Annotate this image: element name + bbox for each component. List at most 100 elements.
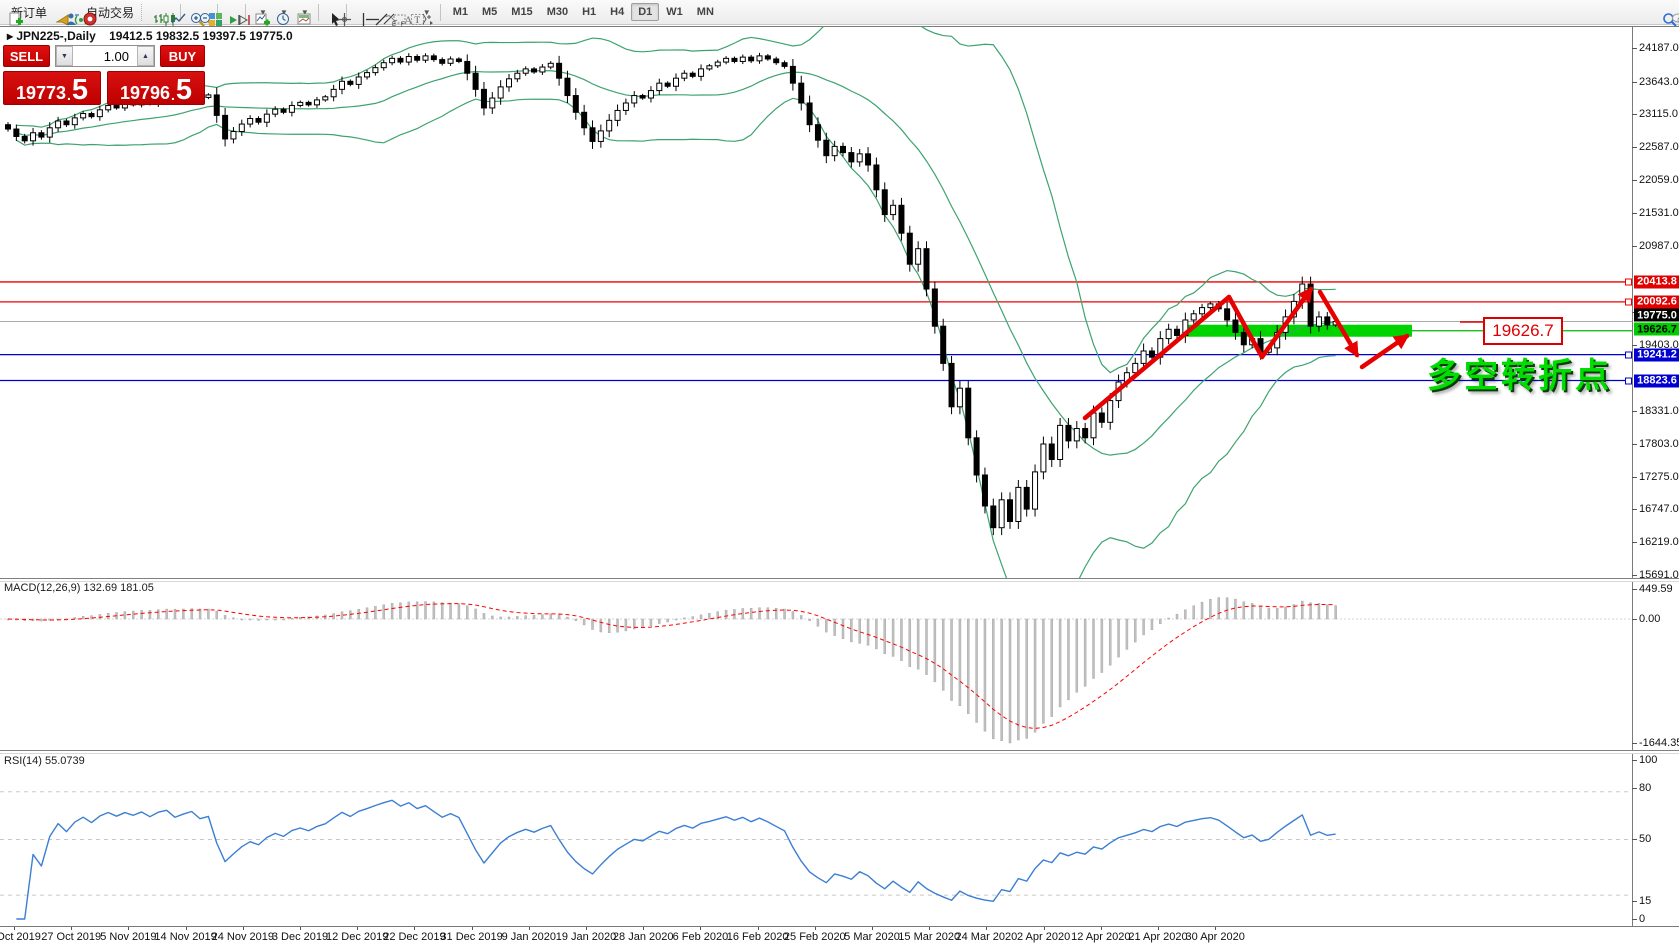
- timeframe-m30-button[interactable]: M30: [546, 6, 569, 18]
- dropdown-caret: ▼: [300, 7, 309, 17]
- rsi-label: RSI(14) 55.0739: [4, 755, 85, 767]
- pivot-note-text[interactable]: 多空转折点: [1427, 357, 1612, 395]
- date-tick-mark: [1158, 927, 1159, 930]
- rsi-tick-mark: [1632, 901, 1637, 902]
- dropdown-caret: ▼: [259, 7, 267, 17]
- date-tick-mark: [1100, 927, 1102, 930]
- line-chart-button[interactable]: [167, 2, 186, 24]
- date-tick-mark: [929, 927, 931, 930]
- price-tick-label: 20987.0: [1639, 240, 1679, 253]
- timeframe-w1-button[interactable]: W1: [666, 6, 683, 18]
- timeframe-m5-button[interactable]: M5: [482, 6, 498, 18]
- text-button[interactable]: A: [397, 2, 413, 27]
- volume-increase-button[interactable]: ▲: [137, 46, 154, 66]
- level-line-handle[interactable]: [1625, 351, 1632, 359]
- date-tick-mark: [128, 927, 130, 930]
- level-line-handle[interactable]: [1625, 377, 1632, 385]
- horizontal-level-lines[interactable]: [0, 281, 1632, 382]
- sell-price-int: 19773: [15, 83, 67, 103]
- text-label-button[interactable]: T: [406, 2, 424, 25]
- price-tick-label: 23115.0: [1639, 108, 1678, 121]
- price-tick-label: 22587.0: [1639, 141, 1679, 154]
- shapes-button[interactable]: ▼: [415, 2, 435, 25]
- macd-indicator-canvas[interactable]: [0, 580, 1632, 750]
- main-chart-canvas[interactable]: [0, 26, 1632, 578]
- toolbar-separator: [317, 3, 319, 21]
- level-line-handle[interactable]: [1625, 298, 1632, 306]
- sell-price-tile[interactable]: 19773 . 5: [3, 71, 101, 105]
- equidistant-channel-button[interactable]: F: [388, 2, 406, 27]
- volume-input[interactable]: [73, 46, 137, 66]
- date-tick-label: 19 Jan 2020: [555, 931, 617, 943]
- buy-button[interactable]: BUY: [160, 45, 205, 67]
- bar-chart-button[interactable]: [149, 2, 169, 24]
- zoom-in-button[interactable]: [186, 2, 205, 27]
- horizontal-line-button[interactable]: [361, 2, 379, 23]
- candlestick-chart-button[interactable]: [158, 2, 176, 26]
- timeframe-h4-button[interactable]: H4: [610, 6, 625, 18]
- macd-pane-separator[interactable]: [0, 578, 1679, 582]
- price-tick-mark: [1632, 114, 1637, 116]
- date-tick-label: 28 Jan 2020: [612, 931, 674, 943]
- date-tick-mark: [700, 927, 702, 930]
- date-tick-mark: [14, 927, 15, 930]
- rsi-axis-label: 0: [1639, 913, 1646, 925]
- search-button[interactable]: [1658, 2, 1677, 27]
- sell-button[interactable]: SELL: [3, 45, 50, 67]
- price-axis-border: [1632, 26, 1633, 927]
- auto-scroll-button[interactable]: [223, 2, 240, 25]
- level-chip-resistance: 20092.6: [1634, 295, 1679, 309]
- market-watch-button[interactable]: [61, 2, 80, 25]
- tile-windows-button[interactable]: [204, 2, 223, 26]
- price-tick-label: 16747.0: [1639, 503, 1679, 516]
- rsi-pane-separator[interactable]: [0, 750, 1679, 754]
- rsi-axis-label: 100: [1639, 754, 1658, 766]
- timeframe-mn-button[interactable]: MN: [696, 6, 714, 18]
- timeframe-h1-button[interactable]: H1: [582, 6, 597, 18]
- date-tick-label: 30 Apr 2020: [1185, 931, 1245, 943]
- ohlc-values: 19412.5 19832.5 19397.5 19775.0: [109, 29, 293, 43]
- timeframe-d1-button[interactable]: D1: [631, 3, 660, 21]
- macd-axis-label: 449.59: [1639, 583, 1673, 595]
- vertical-line-button[interactable]: [352, 2, 364, 26]
- periods-button[interactable]: ▼: [272, 2, 292, 25]
- rsi-axis-label: 15: [1639, 895, 1652, 907]
- price-tick-mark: [1632, 542, 1637, 544]
- pivot-zone-band[interactable]: [1185, 324, 1412, 337]
- date-tick-label: 14 Nov 2019: [154, 931, 217, 943]
- volume-decrease-button[interactable]: ▼: [56, 46, 73, 66]
- new-order-button[interactable]: 新订单: [4, 2, 51, 26]
- macd-histogram: [6, 597, 1337, 744]
- autotrading-button[interactable]: 自动交易: [79, 2, 138, 26]
- price-level-callout[interactable]: 19626.7: [1483, 317, 1563, 345]
- date-tick-label: 24 Mar 2020: [955, 931, 1018, 943]
- megaphone-button[interactable]: [52, 2, 69, 26]
- chat-button[interactable]: [1667, 2, 1679, 27]
- date-tick-mark: [986, 927, 988, 930]
- trendline-button[interactable]: [370, 2, 388, 26]
- toolbar-separator: [245, 3, 247, 21]
- collapse-marker-icon[interactable]: ▸: [7, 29, 14, 43]
- dropdown-caret: ▼: [422, 7, 431, 17]
- templates-button[interactable]: ▼: [293, 2, 313, 25]
- sell-price-dot: .: [67, 87, 71, 103]
- crosshair-button[interactable]: [333, 2, 351, 26]
- buy-price-tile[interactable]: 19796 . 5: [107, 71, 205, 105]
- price-tick-mark: [1632, 147, 1637, 149]
- trend-arrows[interactable]: [1082, 286, 1483, 421]
- level-line-handle[interactable]: [1625, 278, 1632, 286]
- level-chip-support: 18823.6: [1634, 374, 1679, 388]
- main-toolbar: 新订单 自动交易: [0, 0, 1679, 27]
- date-tick-mark: [357, 927, 359, 930]
- price-tick-mark: [1632, 443, 1637, 445]
- chart-shift-button[interactable]: [232, 2, 250, 25]
- timeframe-m15-button[interactable]: M15: [511, 6, 533, 18]
- rsi-indicator-canvas[interactable]: [0, 752, 1632, 926]
- fibonacci-button[interactable]: E: [379, 2, 398, 27]
- price-tick-mark: [1632, 574, 1637, 576]
- cursor-button[interactable]: [324, 2, 340, 26]
- buy-price-int: 19796: [119, 83, 171, 103]
- date-tick-label: 5 Mar 2020: [844, 931, 900, 943]
- new-chart-button[interactable]: ▼: [251, 2, 271, 26]
- timeframe-m1-button[interactable]: M1: [452, 6, 468, 18]
